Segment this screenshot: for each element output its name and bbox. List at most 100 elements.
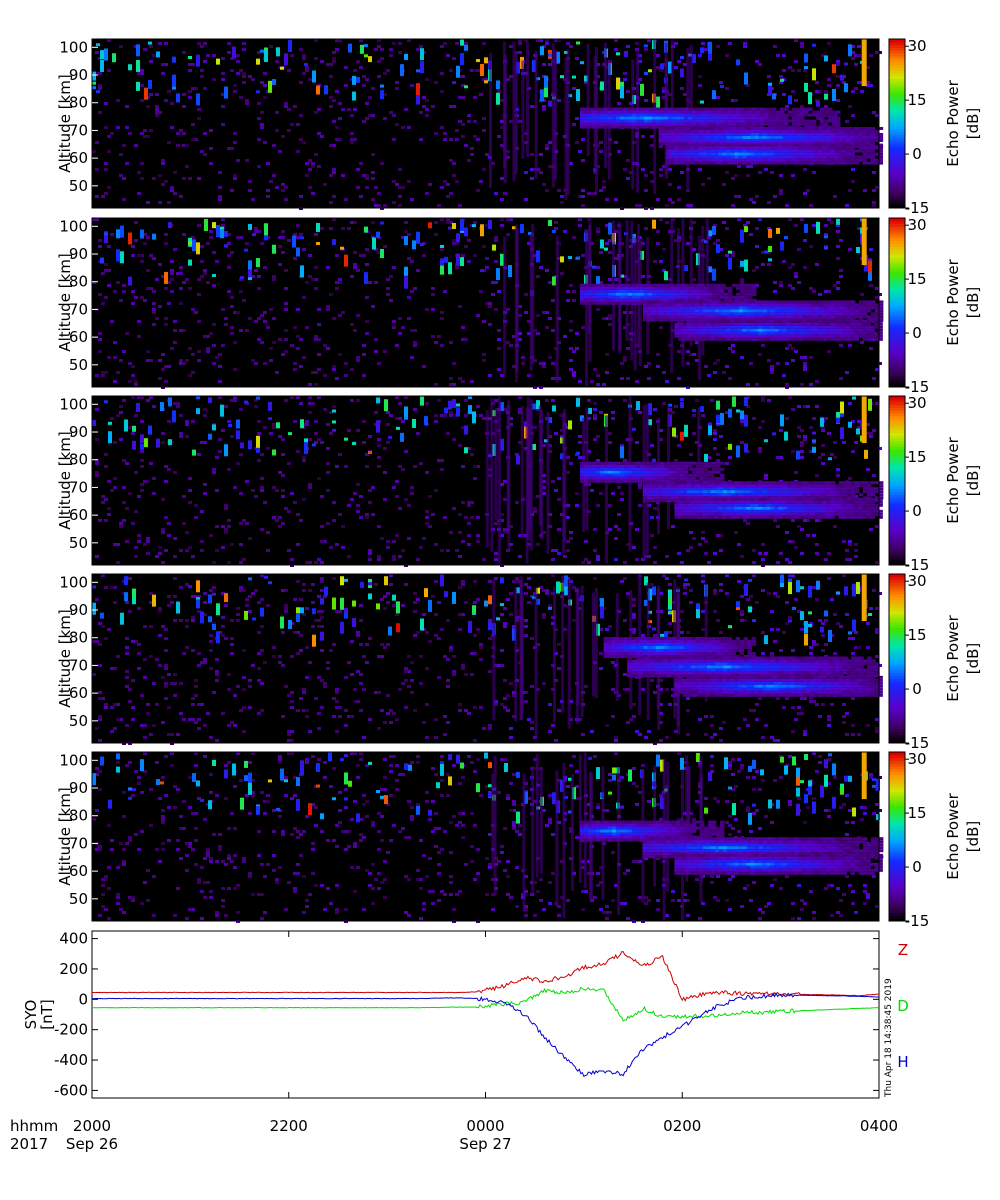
colorbar-cell (889, 58, 905, 63)
noise-cell (203, 153, 207, 156)
noise-cell (326, 489, 330, 492)
noise-cell (158, 546, 162, 549)
echo-cell (128, 64, 132, 71)
layer-cell (682, 306, 688, 310)
noise-cell (803, 368, 807, 371)
layer-cell (686, 149, 692, 153)
layer-cell (835, 110, 841, 114)
layer-cell (702, 328, 707, 332)
colorbar-cell (889, 341, 905, 346)
layer-cell (603, 289, 609, 293)
layer-cell (623, 119, 629, 123)
layer-cell (866, 303, 872, 307)
noise-cell (707, 456, 711, 459)
layer-cell (790, 129, 796, 133)
noise-cell (131, 245, 135, 248)
noise-cell (641, 135, 645, 138)
noise-cell (446, 195, 450, 198)
noise-cell (686, 189, 690, 192)
noise-cell (623, 275, 627, 278)
echo-cell (824, 93, 828, 100)
noise-cell (431, 293, 435, 296)
noise-cell (818, 456, 822, 459)
noise-cell (263, 266, 267, 269)
noise-cell (149, 287, 153, 290)
layer-cell (878, 331, 883, 335)
layer-cell (738, 319, 743, 323)
layer-cell (695, 110, 701, 114)
noise-cell (278, 263, 282, 266)
noise-cell (314, 39, 318, 42)
echo-cell (684, 265, 688, 272)
noise-cell (209, 147, 213, 150)
layer-cell (794, 143, 800, 147)
noise-cell (170, 290, 174, 293)
noise-cell (173, 320, 177, 323)
layer-cell (631, 119, 637, 123)
noise-cell (794, 350, 798, 353)
layer-cell (695, 119, 701, 123)
layer-cell (798, 337, 803, 341)
layer-cell (698, 315, 704, 319)
noise-cell (635, 260, 639, 263)
noise-cell (848, 189, 852, 192)
noise-cell (671, 218, 675, 221)
noise-cell (737, 218, 741, 221)
layer-cell (627, 289, 633, 293)
layer-cell (798, 161, 804, 165)
layer-cell (834, 328, 839, 332)
layer-cell (763, 107, 769, 111)
layer-cell (678, 146, 684, 150)
noise-cell (554, 549, 558, 552)
layer-cell (639, 283, 645, 287)
noise-cell (623, 561, 627, 564)
noise-cell (140, 99, 144, 102)
layer-cell (643, 286, 649, 290)
layer-cell (686, 322, 691, 326)
layer-cell (686, 158, 692, 162)
noise-cell (203, 60, 207, 63)
layer-cell (758, 135, 764, 139)
noise-cell (260, 486, 264, 489)
layer-cell (671, 295, 677, 299)
noise-cell (248, 180, 252, 183)
layer-cell (666, 135, 672, 139)
noise-cell (800, 45, 804, 48)
layer-cell (723, 286, 729, 290)
layer-cell (675, 289, 681, 293)
layer-cell (830, 132, 836, 136)
noise-cell (164, 323, 168, 326)
noise-cell (263, 311, 267, 314)
noise-cell (767, 227, 771, 230)
layer-cell (695, 292, 701, 296)
echo-cell (196, 93, 200, 106)
layer-cell (794, 161, 800, 165)
noise-cell (365, 174, 369, 177)
echo-cell (560, 75, 564, 79)
layer-cell (770, 126, 776, 130)
layer-cell (866, 328, 871, 332)
noise-cell (170, 102, 174, 105)
layer-cell (798, 126, 804, 130)
layer-cell (866, 146, 872, 150)
layer-cell (690, 161, 696, 165)
echo-cell (844, 62, 848, 66)
noise-cell (569, 368, 573, 371)
layer-cell (826, 155, 832, 159)
noise-cell (662, 165, 666, 168)
noise-cell (389, 111, 393, 114)
noise-cell (491, 293, 495, 296)
layer-cell (667, 298, 673, 302)
layer-cell (663, 283, 669, 287)
layer-cell (759, 113, 765, 117)
layer-cell (802, 158, 808, 162)
echo-cell (264, 231, 268, 241)
layer-cell (842, 315, 848, 319)
layer-cell (674, 306, 680, 310)
layer-cell (694, 126, 700, 130)
layer-cell (715, 286, 721, 290)
layer-cell (646, 303, 652, 307)
noise-cell (728, 42, 732, 45)
noise-cell (779, 552, 783, 555)
layer-cell (711, 122, 717, 126)
